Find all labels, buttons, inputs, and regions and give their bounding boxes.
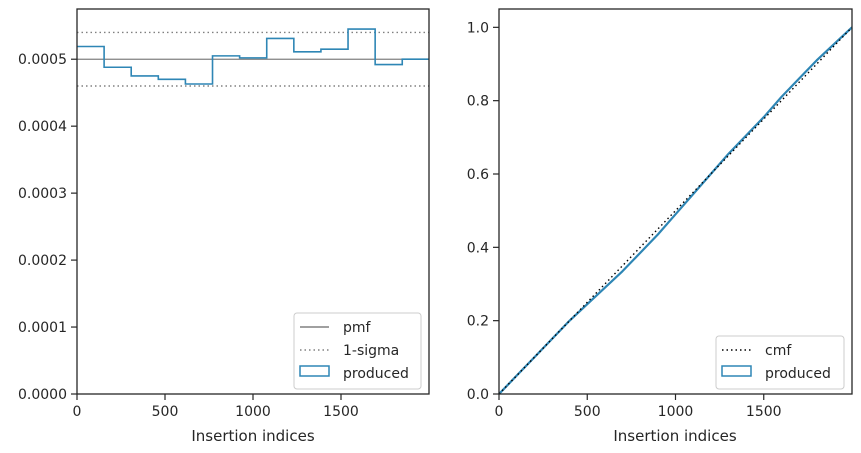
histogram-bin <box>213 56 240 394</box>
cdf-xtick-label: 0 <box>495 404 504 420</box>
histogram-bin <box>240 58 267 394</box>
histogram-ytick-label: 0.0005 <box>18 52 67 68</box>
cdf-ytick-label: 0.6 <box>467 167 489 183</box>
histogram-legend: pmf 1-sigma produced <box>293 312 422 390</box>
legend-produced-cdf-label: produced <box>765 366 831 382</box>
histogram-xlabel: Insertion indices <box>191 427 314 445</box>
histogram-xtick-label: 1500 <box>323 404 359 420</box>
cdf-xlabel: Insertion indices <box>613 427 736 445</box>
legend-sigma-label: 1-sigma <box>343 343 399 359</box>
cdf-xtick-label: 1500 <box>746 404 782 420</box>
histogram-bin <box>185 84 212 394</box>
produced-cdf-line <box>498 26 853 395</box>
cdf-panel: 0 500 1000 1500 0.0 0.2 0.4 0.6 0.8 1.0 Insertion… <box>467 8 853 445</box>
cdf-ytick-label: 0.2 <box>467 314 489 330</box>
histogram-bin <box>104 67 131 394</box>
histogram-ytick-label: 0.0001 <box>18 320 67 336</box>
cdf-ytick-label: 0.4 <box>467 240 489 256</box>
legend-produced-swatch <box>299 365 330 377</box>
histogram-xtick-label: 0 <box>73 404 82 420</box>
cdf-xtick-label: 500 <box>574 404 601 420</box>
histogram-xtick-label: 500 <box>152 404 179 420</box>
cdf-ytick-label: 1.0 <box>467 20 489 36</box>
legend-produced-cdf-swatch <box>721 365 752 377</box>
histogram-bin <box>77 46 104 394</box>
histogram-bin <box>158 79 185 394</box>
histogram-panel: 0 500 1000 1500 0.0000 0.0001 0.0002 0.0003 0.00… <box>18 8 430 445</box>
histogram-xtick-label: 1000 <box>235 404 271 420</box>
histogram-ytick-label: 0.0002 <box>18 253 67 269</box>
histogram-bin <box>131 76 158 394</box>
histogram-ytick-label: 0.0000 <box>18 387 67 403</box>
legend-cmf-label: cmf <box>765 343 792 359</box>
cdf-legend: cmf produced <box>715 335 845 390</box>
produced-histogram-step <box>77 28 429 85</box>
histogram-ytick-label: 0.0003 <box>18 186 67 202</box>
cdf-ytick-label: 0.0 <box>467 387 489 403</box>
histogram-legend-box <box>293 312 422 390</box>
cmf-line <box>498 26 853 395</box>
legend-pmf-label: pmf <box>343 320 372 336</box>
histogram-bin <box>267 38 294 394</box>
histogram-ytick-label: 0.0004 <box>18 119 67 135</box>
legend-produced-label: produced <box>343 366 409 382</box>
cdf-xtick-label: 1000 <box>658 404 694 420</box>
cdf-ytick-label: 0.8 <box>467 94 489 110</box>
